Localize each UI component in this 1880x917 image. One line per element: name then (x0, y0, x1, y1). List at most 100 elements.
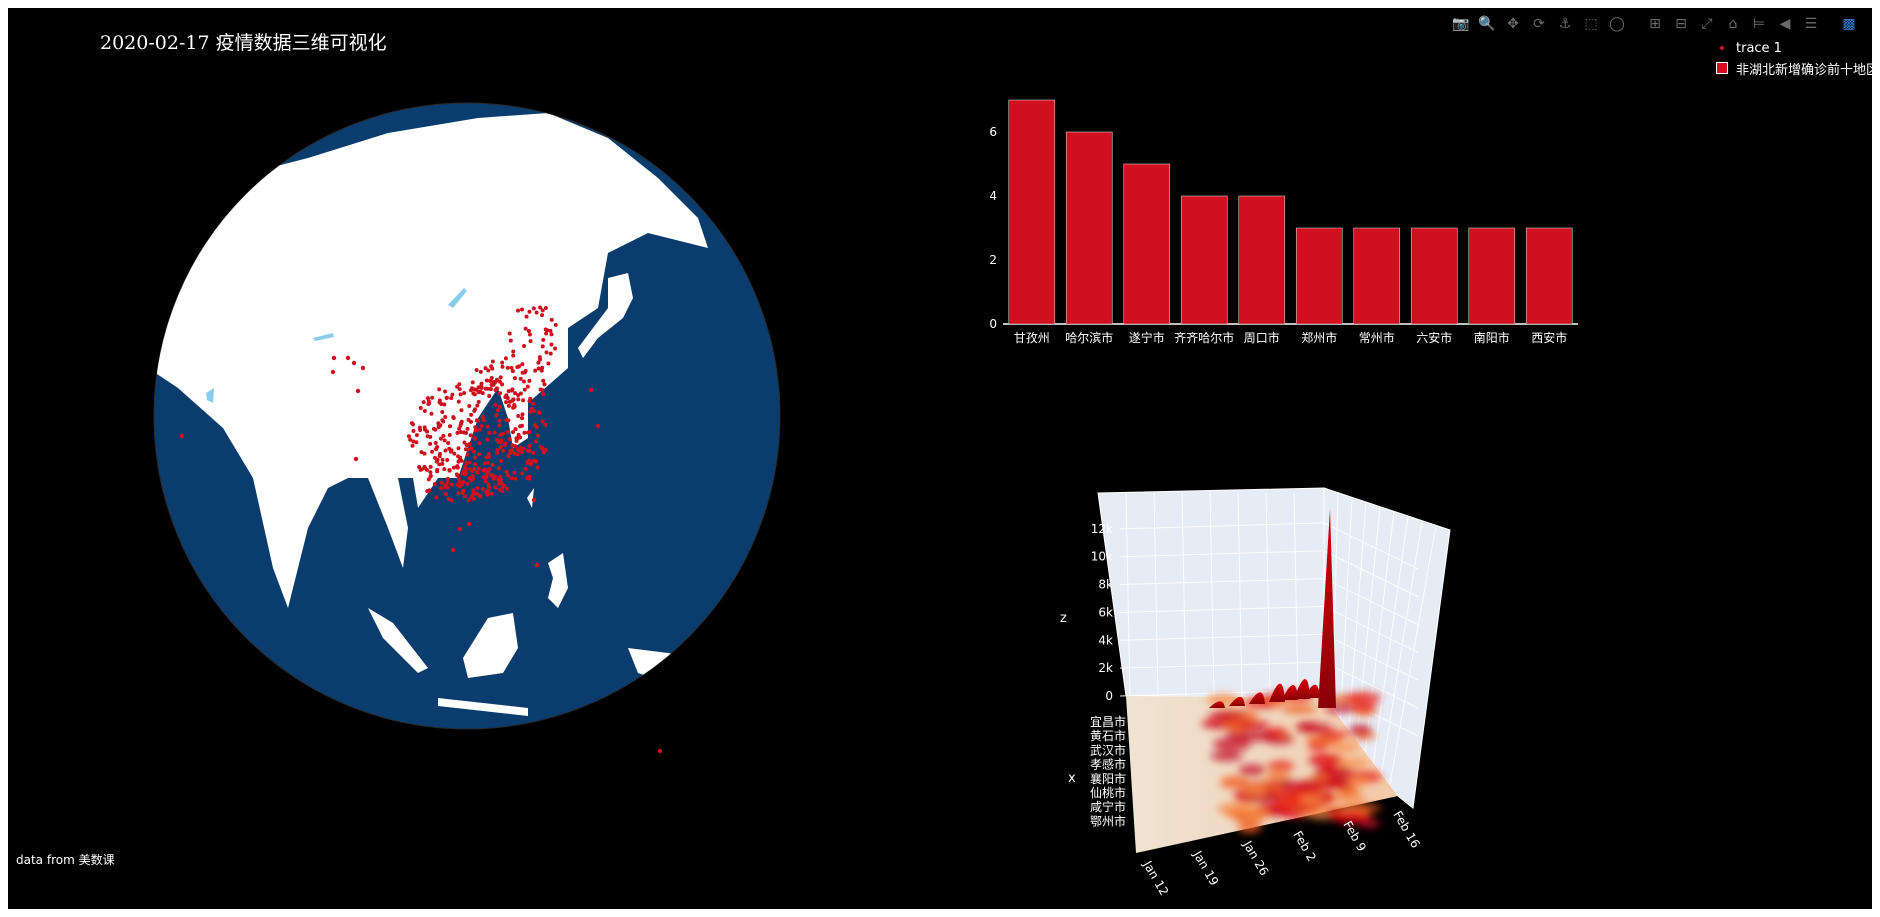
case-point[interactable] (526, 475, 531, 480)
case-point[interactable] (425, 396, 430, 401)
case-point[interactable] (355, 388, 361, 394)
case-point[interactable] (499, 438, 504, 443)
pan-icon[interactable]: ✥ (1507, 16, 1519, 32)
case-point[interactable] (527, 309, 532, 314)
case-point[interactable] (487, 430, 492, 435)
case-point[interactable] (588, 387, 594, 393)
case-point[interactable] (494, 377, 499, 382)
case-point[interactable] (492, 430, 497, 435)
bar[interactable] (1180, 195, 1228, 325)
case-point[interactable] (461, 430, 466, 435)
case-point[interactable] (506, 429, 511, 434)
case-point[interactable] (448, 424, 453, 429)
case-point[interactable] (513, 427, 518, 432)
case-point[interactable] (534, 310, 539, 315)
case-point[interactable] (506, 473, 511, 478)
case-point[interactable] (462, 494, 467, 499)
case-point[interactable] (502, 483, 507, 488)
case-point[interactable] (445, 457, 450, 462)
lasso-icon[interactable]: ◯ (1609, 16, 1625, 32)
bar[interactable] (1008, 99, 1056, 325)
case-point[interactable] (447, 433, 452, 438)
case-point[interactable] (449, 498, 454, 503)
case-point[interactable] (528, 409, 533, 414)
case-point[interactable] (179, 433, 185, 439)
case-point[interactable] (509, 476, 514, 481)
case-point[interactable] (543, 422, 548, 427)
case-point[interactable] (419, 450, 424, 455)
case-point[interactable] (476, 452, 481, 457)
case-point[interactable] (544, 331, 549, 336)
case-point[interactable] (443, 483, 448, 488)
case-point[interactable] (456, 454, 461, 459)
case-point[interactable] (462, 390, 467, 395)
case-point[interactable] (470, 473, 475, 478)
case-point[interactable] (480, 414, 485, 419)
surface-3d-chart[interactable]: 0 2k 4k 6k 8k 10k 12k 宜昌市黄石市武汉市孝感市襄阳市仙桃市咸宁市鄂州市… (8, 8, 1872, 909)
case-point[interactable] (531, 497, 537, 503)
case-point[interactable] (534, 439, 539, 444)
case-point[interactable] (458, 392, 463, 397)
case-point[interactable] (527, 443, 532, 448)
case-point[interactable] (531, 401, 536, 406)
case-point[interactable] (518, 376, 523, 381)
case-point[interactable] (504, 418, 509, 423)
case-point[interactable] (545, 328, 550, 333)
case-points[interactable] (179, 305, 663, 754)
case-point[interactable] (456, 476, 461, 481)
case-point[interactable] (500, 360, 505, 365)
case-point[interactable] (493, 485, 498, 490)
bar[interactable] (1353, 227, 1401, 325)
case-point[interactable] (520, 471, 525, 476)
case-point[interactable] (520, 370, 525, 375)
case-point[interactable] (516, 397, 521, 402)
case-point[interactable] (520, 307, 525, 312)
case-point[interactable] (474, 470, 479, 475)
case-point[interactable] (411, 428, 416, 433)
case-point[interactable] (456, 459, 461, 464)
case-point[interactable] (428, 434, 433, 439)
case-point[interactable] (512, 404, 517, 409)
case-point[interactable] (500, 431, 505, 436)
case-point[interactable] (518, 424, 523, 429)
case-point[interactable] (468, 478, 473, 483)
case-point[interactable] (500, 364, 505, 369)
case-point[interactable] (503, 356, 508, 361)
case-point[interactable] (484, 475, 489, 480)
case-point[interactable] (471, 496, 476, 501)
case-point[interactable] (421, 400, 426, 405)
case-point[interactable] (452, 451, 457, 456)
case-point[interactable] (432, 482, 437, 487)
case-point[interactable] (459, 419, 464, 424)
case-point[interactable] (449, 396, 454, 401)
case-point[interactable] (496, 466, 501, 471)
spike-lines-icon[interactable]: ⊨ (1752, 16, 1766, 32)
case-point[interactable] (498, 444, 503, 449)
case-point[interactable] (435, 445, 440, 450)
case-point[interactable] (456, 491, 461, 496)
case-point[interactable] (422, 464, 427, 469)
zoom-icon[interactable]: 🔍 (1478, 16, 1496, 32)
case-point[interactable] (437, 387, 442, 392)
case-point[interactable] (519, 416, 524, 421)
case-point[interactable] (469, 386, 474, 391)
case-point[interactable] (508, 449, 513, 454)
case-point[interactable] (446, 440, 451, 445)
case-point[interactable] (457, 526, 463, 532)
case-point[interactable] (431, 426, 436, 431)
case-point[interactable] (534, 562, 540, 568)
case-point[interactable] (457, 480, 462, 485)
case-point[interactable] (442, 402, 447, 407)
case-point[interactable] (479, 423, 484, 428)
case-point[interactable] (516, 413, 521, 418)
case-point[interactable] (540, 388, 545, 393)
case-point[interactable] (486, 482, 491, 487)
box-select-icon[interactable]: ⬚ (1584, 16, 1598, 32)
case-point[interactable] (528, 339, 533, 344)
case-point[interactable] (483, 479, 488, 484)
case-point[interactable] (504, 469, 509, 474)
case-point[interactable] (436, 421, 441, 426)
case-point[interactable] (445, 480, 450, 485)
case-point[interactable] (468, 433, 473, 438)
case-point[interactable] (330, 369, 336, 375)
